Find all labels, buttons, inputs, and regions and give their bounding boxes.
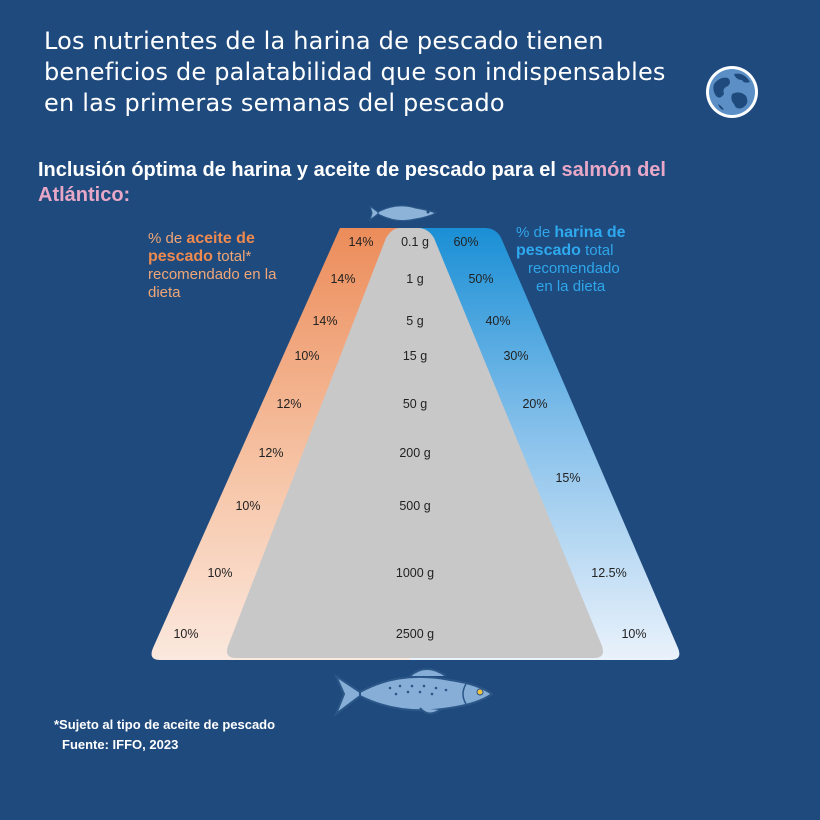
meal-percent-label: 50% [468, 272, 493, 286]
footnote: *Sujeto al tipo de aceite de pescado Fue… [54, 715, 275, 755]
headline-line-2: beneficios de palatabilidad que son indi… [44, 58, 666, 86]
legend-fish-meal: % de harina de pescado total recomendado… [516, 224, 676, 296]
meal-percent-label: 40% [485, 314, 510, 328]
small-salmon-icon [368, 204, 438, 222]
meal-percent-label: 60% [453, 235, 478, 249]
legend-left-bold-1: aceite de [186, 230, 255, 247]
oil-percent-label: 12% [276, 397, 301, 411]
legend-right-line-3: recomendado [528, 260, 620, 277]
oil-percent-label: 12% [258, 446, 283, 460]
headline: Los nutrientes de la harina de pescado t… [44, 26, 694, 119]
fish-weight-label: 5 g [406, 314, 423, 328]
footnote-source: Fuente: IFFO, 2023 [62, 737, 179, 752]
fish-weight-label: 1000 g [396, 566, 434, 580]
oil-percent-label: 10% [173, 627, 198, 641]
meal-percent-label: 20% [522, 397, 547, 411]
legend-left-line-3: recomendado en la [148, 266, 277, 283]
meal-percent-label: 30% [503, 349, 528, 363]
legend-left-suffix: total* [212, 248, 252, 265]
center-band [227, 228, 603, 658]
fish-weight-label: 500 g [399, 499, 430, 513]
globe-icon [706, 66, 758, 118]
legend-right-prefix: % de [516, 224, 555, 241]
subtitle-highlight-1: salmón del [561, 159, 666, 181]
chart-subtitle: Inclusión óptima de harina y aceite de p… [38, 158, 778, 208]
fish-weight-label: 0.1 g [401, 235, 429, 249]
legend-left-line-4: dieta [148, 284, 181, 301]
large-salmon-icon [333, 668, 494, 717]
meal-percent-label: 12.5% [591, 566, 626, 580]
fish-weight-label: 15 g [403, 349, 427, 363]
subtitle-highlight-2: Atlántico: [38, 184, 131, 206]
fish-weight-label: 1 g [406, 272, 423, 286]
meal-percent-label: 10% [621, 627, 646, 641]
legend-right-bold-1: harina de [554, 224, 626, 241]
headline-line-3: en las primeras semanas del pescado [44, 89, 505, 117]
oil-percent-label: 14% [348, 235, 373, 249]
legend-right-suffix: total [580, 242, 614, 259]
oil-percent-label: 10% [207, 566, 232, 580]
meal-percent-label: 15% [555, 471, 580, 485]
legend-left-prefix: % de [148, 230, 187, 247]
oil-percent-label: 10% [235, 499, 260, 513]
footnote-note: *Sujeto al tipo de aceite de pescado [54, 717, 276, 732]
oil-percent-label: 14% [330, 272, 355, 286]
headline-line-1: Los nutrientes de la harina de pescado t… [44, 27, 604, 55]
oil-percent-label: 14% [312, 314, 337, 328]
subtitle-text: Inclusión óptima de harina y aceite de p… [38, 159, 562, 181]
oil-percent-label: 10% [294, 349, 319, 363]
fish-weight-label: 200 g [399, 446, 430, 460]
fish-weight-label: 50 g [403, 397, 427, 411]
legend-right-line-4: en la dieta [536, 278, 606, 295]
fish-weight-label: 2500 g [396, 627, 434, 641]
legend-left-bold-2: pescado [148, 248, 213, 265]
legend-fish-oil: % de aceite de pescado total* recomendad… [148, 230, 313, 302]
legend-right-bold-2: pescado [516, 242, 581, 259]
